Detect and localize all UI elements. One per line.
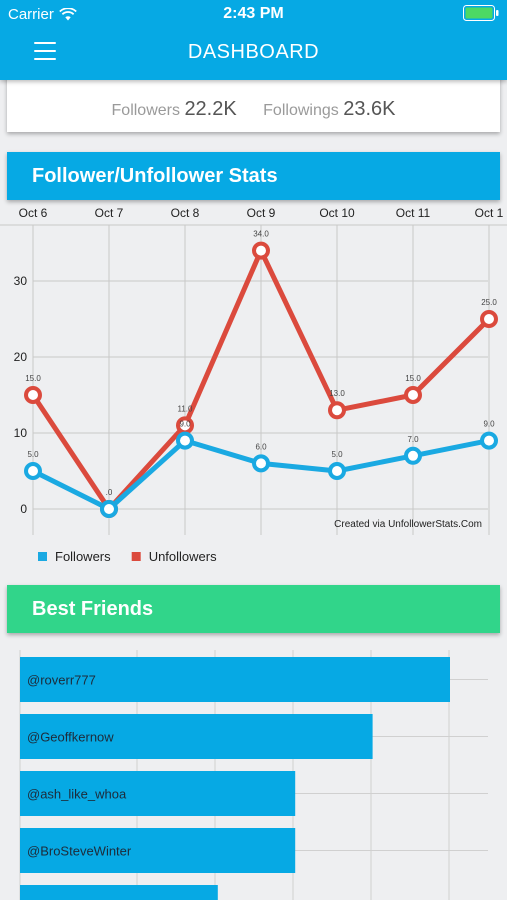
unfollowers-point (480, 310, 498, 328)
data-label: 15.0 (405, 374, 421, 383)
data-label: 9.0 (483, 420, 495, 429)
followings-label: Followings (263, 102, 339, 119)
followers-point (328, 462, 346, 480)
followers-count: 22.2K (184, 98, 237, 120)
friend-bar[interactable] (20, 714, 373, 759)
carrier-label: Carrier (8, 6, 54, 23)
data-label: 34.0 (253, 230, 269, 239)
x-tick-label: Oct 9 (247, 206, 276, 220)
x-tick-label: Oct 8 (171, 206, 200, 220)
y-tick-label: 0 (20, 502, 27, 516)
follower-unfollower-chart: Oct 6 Oct 7 Oct 8 Oct 9 Oct 10 Oct 11 Oct 1010… (0, 206, 507, 564)
chart-watermark: Created via UnfollowerStats.Com (334, 519, 482, 530)
legend-swatch (38, 552, 47, 561)
x-tick-label: Oct 1 (475, 206, 504, 220)
followers-point (176, 431, 194, 450)
profile-stats: Followers 22.2K Followings 23.6K (7, 98, 500, 121)
friend-handle: @roverr777 (27, 673, 96, 688)
data-label: 11.0 (178, 404, 194, 413)
unfollowers-point (404, 386, 422, 404)
friend-handle: @ash_like_whoa (27, 787, 127, 802)
x-tick-label: Oct 6 (19, 206, 48, 220)
x-tick-label: Oct 10 (319, 206, 355, 220)
data-label: 13.0 (329, 389, 345, 398)
carrier-indicator: Carrier (8, 6, 77, 23)
data-label: 5.0 (27, 450, 39, 459)
friends-section-title: Best Friends (32, 598, 154, 620)
nav-bar: DASHBOARD (0, 36, 507, 70)
followers-point (404, 446, 422, 465)
y-tick-label: 30 (14, 274, 28, 288)
unfollowers-point (328, 401, 346, 420)
friend-bar[interactable] (20, 771, 296, 816)
stats-section-title: Follower/Unfollower Stats (32, 165, 278, 187)
wifi-icon (59, 8, 77, 21)
friend-bar[interactable] (20, 657, 450, 702)
legend-label: Followers (55, 549, 111, 564)
data-label: 7.0 (407, 435, 419, 444)
y-tick-label: 10 (14, 426, 28, 440)
x-tick-label: Oct 11 (396, 206, 431, 220)
battery-icon (463, 5, 499, 21)
followers-point (252, 454, 270, 473)
legend-label: Unfollowers (149, 549, 217, 564)
followers-point (480, 431, 498, 450)
y-tick-label: 20 (14, 350, 28, 364)
friend-handle: @BroSteveWinter (27, 844, 132, 859)
x-tick-label: Oct 7 (95, 206, 124, 220)
best-friends-chart: @roverr777 @Geoffkernow @ash_like_whoa @Bro… (19, 650, 488, 900)
status-bar: Carrier 2:43 PM (0, 0, 507, 28)
status-time: 2:43 PM (223, 5, 284, 22)
followers-point (100, 500, 118, 518)
followers-point (24, 462, 42, 480)
data-label: 15.0 (25, 374, 41, 383)
followers-label: Followers (111, 102, 180, 119)
data-label: 9.0 (179, 420, 191, 429)
followings-count: 23.6K (343, 98, 396, 120)
data-label: 5.0 (331, 450, 343, 459)
hamburger-menu-icon[interactable] (34, 42, 56, 62)
page-title: DASHBOARD (187, 41, 320, 63)
stats-section-header: Follower/Unfollower Stats (7, 152, 500, 200)
friend-bar[interactable] (20, 828, 296, 873)
unfollowers-point (252, 241, 270, 260)
legend-swatch (131, 552, 141, 561)
top-bar: Carrier 2:43 PM DASHBOARD (0, 0, 507, 80)
friend-handle: @Geoffkernow (27, 730, 114, 745)
friends-section-header: Best Friends (7, 585, 500, 633)
friend-bar[interactable] (20, 885, 218, 900)
data-label: .0 (106, 488, 113, 497)
unfollowers-point (24, 386, 42, 404)
data-label: 6.0 (255, 442, 267, 451)
data-label: 25.0 (481, 298, 497, 307)
